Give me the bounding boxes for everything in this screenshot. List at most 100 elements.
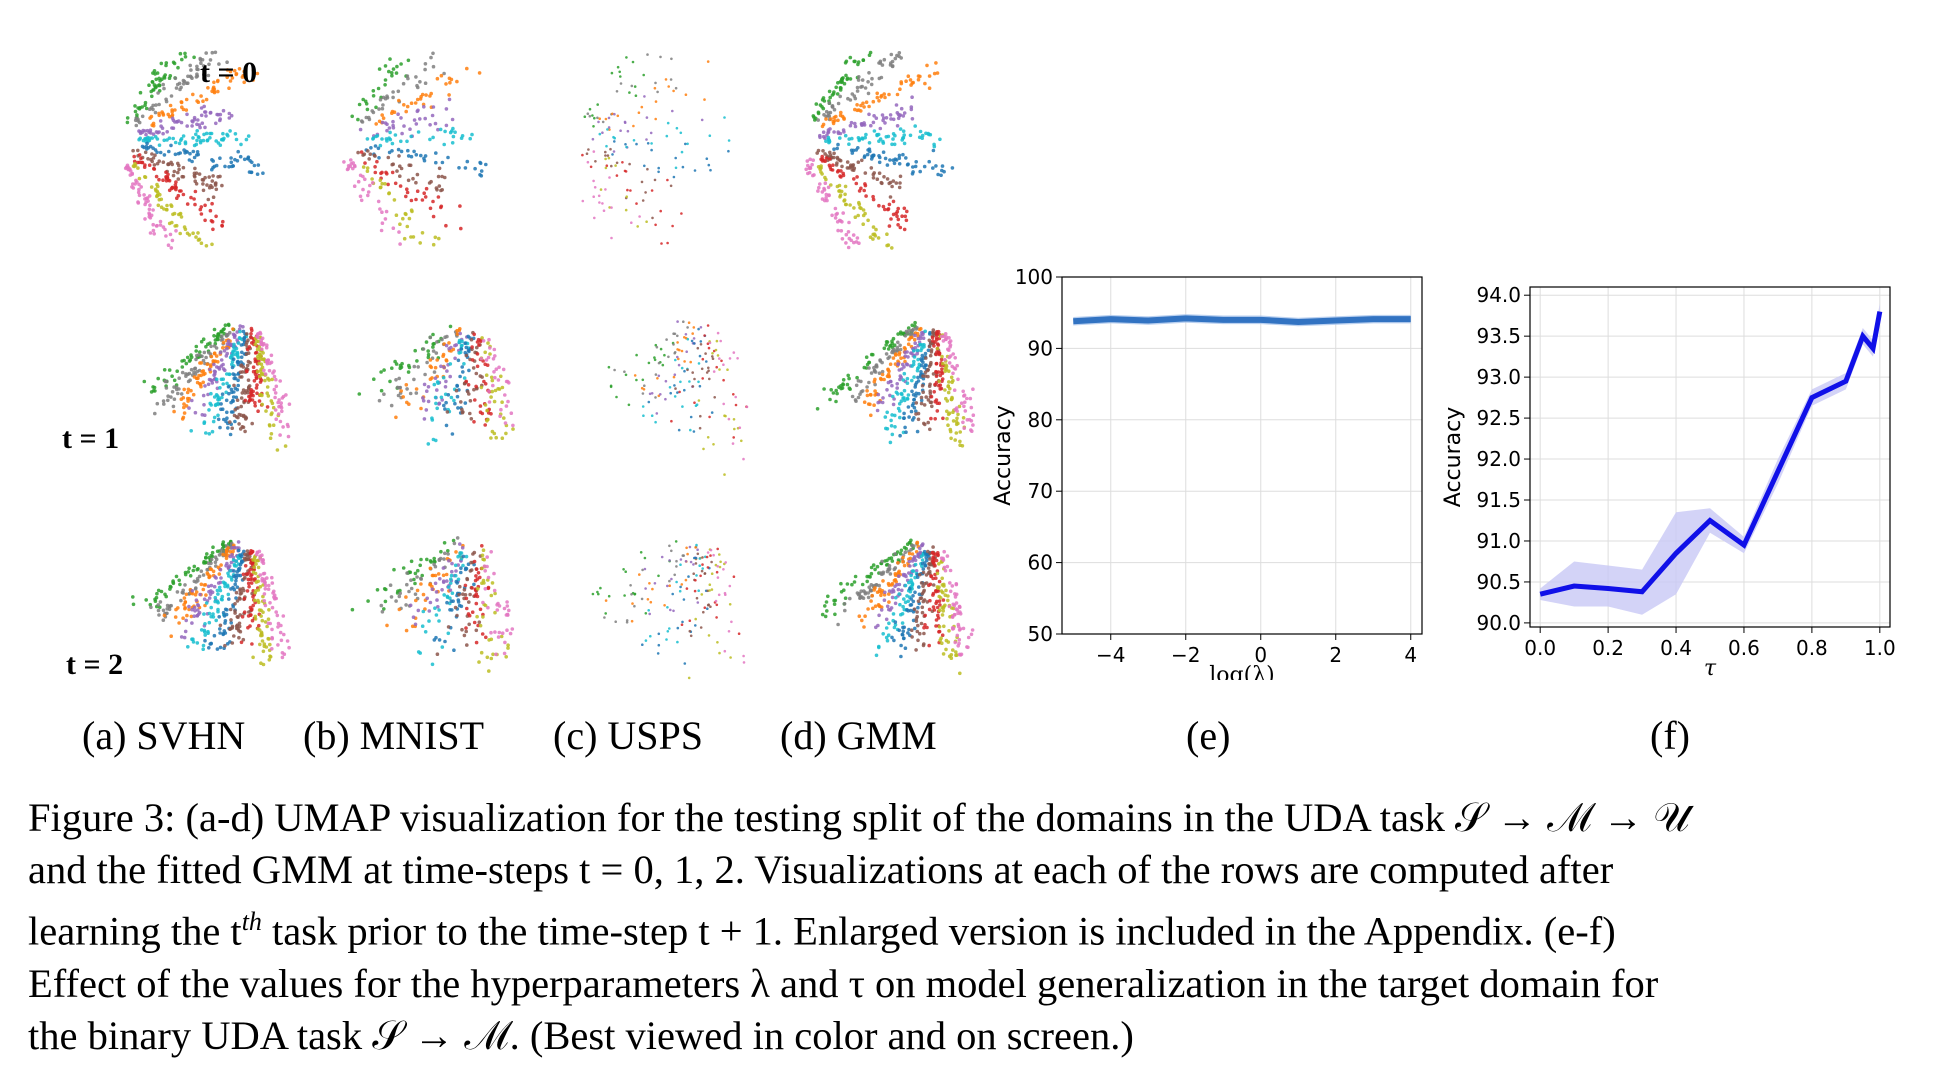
umap-point	[484, 162, 488, 167]
umap-point	[190, 637, 194, 641]
umap-point	[262, 368, 266, 373]
umap-point	[243, 429, 247, 434]
umap-point	[876, 623, 880, 628]
umap-point	[680, 366, 684, 370]
umap-point	[269, 360, 274, 365]
umap-point	[492, 571, 496, 576]
umap-point	[708, 377, 711, 381]
umap-point	[953, 356, 957, 360]
umap-point	[366, 599, 370, 603]
umap-point	[938, 137, 942, 142]
umap-point	[958, 439, 962, 444]
umap-point	[610, 71, 614, 75]
umap-point	[946, 423, 950, 427]
umap-point	[439, 205, 443, 210]
umap-point	[957, 628, 962, 632]
umap-point	[162, 153, 167, 157]
umap-point	[224, 556, 229, 561]
umap-point	[211, 612, 215, 616]
umap-point	[670, 577, 673, 581]
umap-point	[894, 595, 898, 600]
umap-point	[176, 391, 180, 396]
umap-point	[380, 106, 385, 111]
umap-point	[203, 125, 207, 130]
umap-point	[669, 184, 673, 188]
umap-point	[592, 179, 595, 183]
umap-point	[583, 115, 587, 118]
umap-point	[267, 658, 272, 662]
umap-point	[216, 581, 221, 585]
umap-point	[231, 398, 235, 403]
umap-point	[654, 420, 657, 424]
umap-point	[479, 650, 484, 655]
umap-point	[195, 380, 200, 385]
umap-point	[200, 177, 205, 182]
umap-point	[169, 203, 173, 207]
umap-point	[943, 332, 948, 336]
umap-point	[598, 132, 602, 136]
umap-point	[860, 158, 864, 163]
umap-point	[180, 365, 185, 369]
umap-point	[829, 388, 833, 392]
umap-point	[742, 661, 746, 664]
umap-point	[396, 112, 400, 116]
umap-point	[449, 395, 454, 400]
umap-point	[162, 368, 167, 372]
umap-point	[398, 184, 403, 188]
umap-point	[430, 113, 435, 118]
umap-point	[191, 231, 195, 235]
umap-point	[413, 348, 417, 353]
umap-point	[919, 596, 924, 600]
umap-point	[443, 335, 447, 339]
umap-point	[419, 582, 423, 586]
umap-point	[496, 635, 501, 639]
umap-point	[440, 337, 444, 342]
umap-point	[415, 97, 420, 102]
umap-point	[654, 117, 657, 121]
umap-point	[242, 69, 246, 74]
umap-point	[158, 600, 163, 604]
umap-point	[728, 603, 732, 606]
umap-point	[413, 592, 418, 596]
umap-point	[273, 391, 278, 395]
umap-point	[198, 207, 203, 212]
umap-point	[206, 631, 210, 635]
umap-point	[929, 416, 933, 421]
umap-point	[452, 398, 456, 403]
umap-point	[673, 395, 677, 398]
umap-point	[694, 579, 697, 582]
umap-point	[260, 639, 265, 643]
umap-point	[945, 564, 950, 569]
umap-point	[169, 634, 173, 638]
umap-point	[137, 129, 141, 133]
y-tick-label: 90.0	[1476, 611, 1521, 635]
umap-point	[213, 555, 218, 559]
umap-point	[185, 396, 190, 401]
umap-point	[221, 219, 225, 224]
umap-point	[679, 585, 682, 589]
umap-point	[906, 393, 911, 397]
umap-point	[700, 593, 704, 596]
umap-point	[856, 136, 861, 140]
umap-point	[409, 154, 414, 159]
umap-point	[216, 592, 220, 596]
umap-point	[232, 383, 236, 388]
umap-point	[675, 559, 678, 563]
umap-point	[900, 588, 904, 593]
umap-point	[907, 415, 911, 419]
umap-point	[166, 162, 171, 166]
umap-point	[388, 57, 392, 61]
umap-point	[821, 130, 826, 134]
umap-point	[897, 628, 901, 633]
umap-point	[240, 391, 245, 395]
series-line	[1539, 311, 1883, 597]
umap-point	[137, 182, 141, 187]
umap-point	[210, 242, 214, 247]
umap-point	[850, 151, 855, 155]
umap-point	[885, 569, 890, 574]
umap-point	[192, 173, 197, 178]
umap-point	[257, 361, 261, 366]
umap-point	[591, 137, 595, 141]
umap-point	[221, 610, 226, 615]
umap-point	[418, 241, 422, 245]
